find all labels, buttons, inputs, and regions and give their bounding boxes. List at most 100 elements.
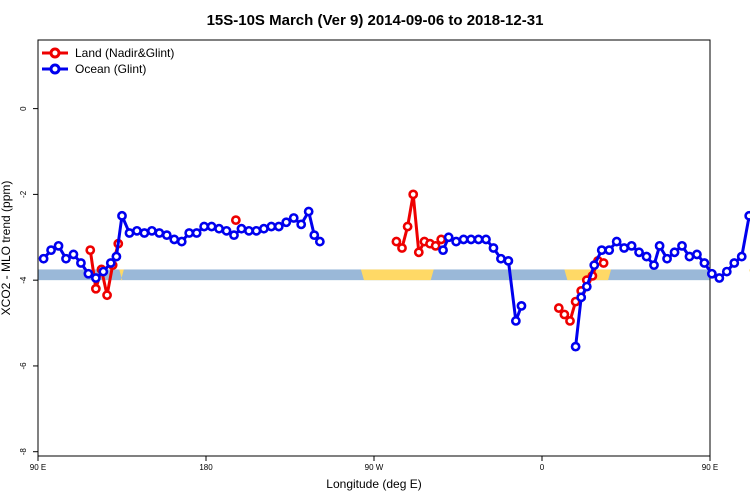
data-point bbox=[466, 234, 476, 245]
data-point bbox=[273, 221, 284, 232]
series-layer bbox=[38, 189, 750, 352]
data-point bbox=[436, 234, 447, 245]
data-point bbox=[251, 225, 262, 236]
land-band bbox=[360, 269, 434, 281]
data-point bbox=[413, 247, 424, 258]
x-tick-label: 90 E bbox=[702, 463, 718, 472]
chart-title: 15S-10S March (Ver 9) 2014-09-06 to 2018… bbox=[207, 12, 544, 29]
data-point bbox=[634, 247, 644, 258]
data-point bbox=[90, 273, 101, 283]
data-point bbox=[76, 258, 86, 268]
legend-item-ocean: Ocean (Glint) bbox=[42, 62, 146, 76]
data-point bbox=[611, 236, 622, 247]
data-point bbox=[430, 240, 441, 251]
data-point bbox=[139, 228, 150, 238]
data-point bbox=[132, 225, 142, 236]
series-line bbox=[574, 214, 750, 347]
data-point bbox=[397, 243, 407, 253]
data-point bbox=[391, 236, 402, 247]
data-point bbox=[565, 316, 575, 326]
data-point bbox=[154, 228, 165, 238]
data-point bbox=[117, 210, 127, 221]
legend-item-land: Land (Nadir&Glint) bbox=[42, 46, 174, 60]
data-point bbox=[402, 221, 413, 232]
data-point bbox=[161, 230, 172, 241]
y-tick-label: -2 bbox=[19, 190, 28, 198]
data-point bbox=[199, 221, 210, 232]
data-point bbox=[662, 253, 672, 264]
data-point bbox=[258, 223, 269, 234]
data-point bbox=[451, 236, 462, 247]
data-point bbox=[458, 234, 469, 245]
y-tick-label: -4 bbox=[19, 276, 28, 284]
data-point bbox=[553, 303, 564, 313]
data-point bbox=[721, 266, 732, 277]
data-point bbox=[604, 245, 615, 256]
x-axis-label: Longitude (deg E) bbox=[326, 477, 421, 491]
data-point bbox=[90, 283, 101, 294]
data-point bbox=[105, 258, 116, 268]
legend-ocean-label: Ocean (Glint) bbox=[75, 62, 146, 76]
data-point bbox=[669, 247, 680, 258]
x-axis: 90 E 180 90 W 0 90 E bbox=[30, 456, 718, 472]
data-point bbox=[699, 258, 710, 268]
data-point bbox=[314, 236, 325, 247]
data-point bbox=[111, 251, 122, 262]
data-point bbox=[46, 245, 56, 256]
data-point bbox=[516, 300, 527, 311]
data-point bbox=[438, 245, 448, 256]
data-point bbox=[706, 268, 717, 279]
data-point bbox=[576, 292, 587, 303]
data-point bbox=[496, 253, 506, 264]
y-tick-label: 0 bbox=[19, 106, 28, 111]
data-point bbox=[488, 243, 499, 253]
data-point bbox=[641, 251, 652, 262]
y-tick-label: -6 bbox=[19, 362, 28, 370]
data-point bbox=[677, 240, 687, 251]
data-point bbox=[559, 309, 570, 320]
data-point bbox=[570, 341, 581, 352]
data-point bbox=[589, 260, 600, 271]
data-point bbox=[654, 240, 665, 251]
data-point bbox=[214, 223, 224, 234]
data-point bbox=[244, 225, 254, 236]
legend-land-label: Land (Nadir&Glint) bbox=[75, 46, 174, 60]
y-axis: 0 -2 -4 -6 -8 bbox=[19, 106, 38, 455]
data-point bbox=[288, 213, 299, 223]
data-point bbox=[124, 228, 135, 238]
data-point bbox=[744, 210, 750, 221]
x-tick-label: 0 bbox=[540, 463, 545, 472]
data-point bbox=[236, 223, 247, 234]
data-point bbox=[146, 225, 157, 236]
data-point bbox=[473, 234, 484, 245]
data-point bbox=[619, 243, 630, 253]
legend-ocean-marker bbox=[49, 63, 61, 75]
data-point bbox=[510, 316, 521, 326]
data-point bbox=[98, 266, 109, 277]
data-point bbox=[281, 217, 292, 228]
x-tick-label: 90 W bbox=[365, 463, 384, 472]
data-point bbox=[443, 232, 454, 243]
data-point bbox=[83, 268, 94, 279]
data-point bbox=[714, 273, 725, 283]
data-point bbox=[303, 206, 314, 217]
data-point bbox=[266, 221, 277, 232]
data-point bbox=[102, 290, 112, 301]
data-point bbox=[408, 189, 419, 200]
legend-land-marker bbox=[49, 47, 61, 59]
data-point bbox=[581, 281, 592, 292]
data-point bbox=[230, 215, 241, 226]
data-point bbox=[221, 225, 232, 236]
data-point bbox=[38, 253, 49, 264]
x-tick-label: 180 bbox=[199, 463, 213, 472]
data-point bbox=[684, 251, 695, 262]
data-point bbox=[481, 234, 491, 245]
data-point bbox=[191, 228, 202, 238]
ocean-series bbox=[38, 206, 750, 352]
data-point bbox=[503, 255, 514, 266]
data-point bbox=[296, 219, 307, 230]
data-point bbox=[729, 258, 740, 268]
data-point bbox=[184, 228, 195, 238]
y-tick-label: -8 bbox=[19, 448, 28, 456]
